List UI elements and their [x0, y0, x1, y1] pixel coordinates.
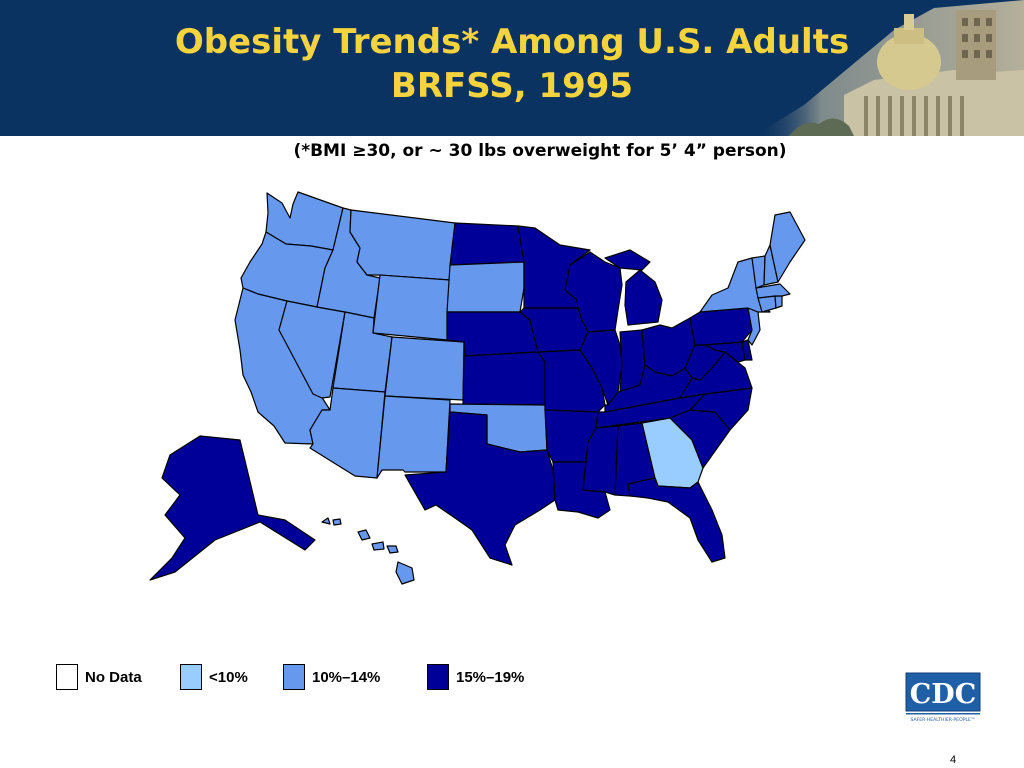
legend-label-no-data: No Data — [85, 668, 142, 686]
state-CT — [757, 295, 777, 313]
state-DE — [741, 339, 753, 361]
state-MA — [755, 283, 791, 299]
state-SD — [446, 261, 525, 313]
state-WY — [372, 274, 451, 341]
title-line-2: BRFSS, 1995 — [390, 66, 634, 106]
legend-swatch-10-14 — [283, 664, 305, 690]
legend-label-lt10: <10% — [209, 668, 248, 686]
legend-item-10-14: 10%–14% — [283, 662, 380, 692]
state-ND — [449, 222, 525, 266]
cdc-logo: CDC SAFER·HEALTHIER·PEOPLE™ — [905, 672, 981, 724]
subtitle: (*BMI ≥30, or ~ 30 lbs overweight for 5’… — [293, 141, 787, 161]
capitol-building-image — [754, 0, 1024, 136]
state-NM — [376, 395, 451, 479]
title-line-1: Obesity Trends* Among U.S. Adults — [174, 22, 850, 62]
title-banner: Obesity Trends* Among U.S. Adults BRFSS,… — [0, 0, 1024, 136]
legend-item-no-data: No Data — [56, 662, 142, 692]
state-PA — [689, 307, 753, 346]
legend-swatch-15-19 — [427, 664, 449, 690]
page-number: 4 — [950, 754, 957, 766]
state-ME — [769, 211, 806, 283]
legend-label-15-19: 15%–19% — [456, 668, 525, 686]
state-MT — [349, 209, 456, 281]
cdc-logo-tagline: SAFER·HEALTHIER·PEOPLE™ — [910, 717, 975, 723]
state-FL — [627, 477, 726, 563]
state-TX — [404, 411, 556, 566]
legend-swatch-no-data — [56, 664, 78, 690]
state-AK — [149, 435, 316, 581]
legend-item-15-19: 15%–19% — [427, 662, 524, 692]
state-CO — [384, 336, 465, 401]
legend-label-10-14: 10%–14% — [312, 668, 381, 686]
legend-swatch-lt10 — [180, 664, 202, 690]
cdc-logo-letters: CDC — [910, 679, 976, 710]
slide-title: Obesity Trends* Among U.S. Adults BRFSS,… — [0, 20, 1024, 108]
state-KS — [462, 351, 546, 406]
legend-item-lt10: <10% — [180, 662, 248, 692]
state-HI — [321, 517, 415, 585]
state-RI — [774, 295, 783, 309]
state-MI — [604, 249, 663, 326]
map-legend: No Data <10% 10%–14% 15%–19% — [0, 662, 700, 696]
